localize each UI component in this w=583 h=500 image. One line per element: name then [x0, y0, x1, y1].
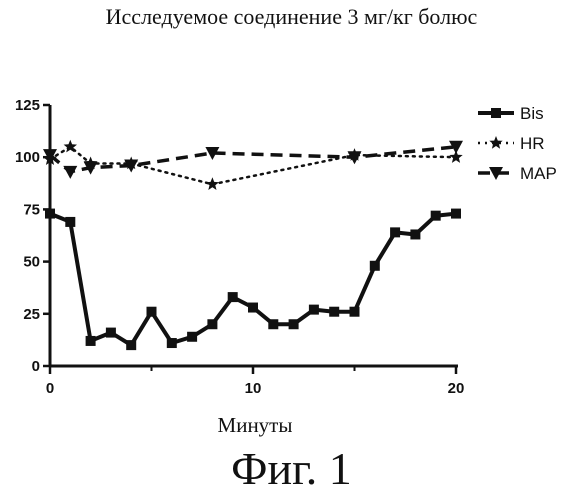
legend-marker-bis — [491, 108, 501, 118]
y-tick-label: 125 — [15, 97, 40, 114]
chart-legend: Bis HR MAP — [478, 104, 557, 183]
legend-label-hr: HR — [520, 134, 545, 153]
data-point-bis — [126, 340, 136, 350]
legend-item-map: MAP — [478, 164, 557, 183]
data-point-bis — [147, 307, 157, 317]
figure-label: Фиг. 1 — [0, 442, 583, 495]
data-point-bis — [410, 229, 420, 239]
data-point-bis — [309, 305, 319, 315]
legend-item-hr: HR — [478, 134, 545, 153]
x-tick-label: 10 — [245, 380, 262, 397]
x-tick-label: 20 — [448, 380, 465, 397]
x-tick-label: 0 — [46, 380, 54, 397]
data-point-bis — [86, 336, 96, 346]
y-tick-label: 25 — [23, 306, 40, 323]
data-point-bis — [228, 292, 238, 302]
data-point-bis — [350, 307, 360, 317]
series-line-map — [50, 147, 456, 172]
x-axis-label: Минуты — [218, 413, 293, 437]
data-point-bis — [248, 303, 258, 313]
y-tick-label: 100 — [15, 149, 40, 166]
legend-item-bis: Bis — [478, 104, 544, 123]
data-point-bis — [390, 227, 400, 237]
series-bis — [45, 209, 461, 351]
data-point-bis — [187, 332, 197, 342]
y-tick-label: 0 — [32, 358, 40, 375]
data-point-bis — [370, 261, 380, 271]
data-point-bis — [268, 319, 278, 329]
data-point-bis — [289, 319, 299, 329]
chart-axes: 0 25 50 75 100 125 0 10 20 — [15, 97, 464, 397]
y-tick-label: 50 — [23, 254, 40, 271]
data-point-bis — [451, 209, 461, 219]
series-map — [43, 141, 463, 179]
legend-marker-hr — [489, 136, 502, 149]
data-point-bis — [431, 211, 441, 221]
data-point-bis — [167, 338, 177, 348]
data-point-bis — [106, 328, 116, 338]
data-point-hr — [206, 177, 219, 190]
data-point-bis — [65, 217, 75, 227]
data-point-bis — [329, 307, 339, 317]
y-tick-label: 75 — [23, 201, 40, 218]
data-point-bis — [207, 319, 217, 329]
data-point-bis — [45, 209, 55, 219]
chart-series — [43, 140, 463, 350]
legend-label-map: MAP — [520, 164, 557, 183]
legend-label-bis: Bis — [520, 104, 544, 123]
series-hr — [43, 140, 462, 190]
